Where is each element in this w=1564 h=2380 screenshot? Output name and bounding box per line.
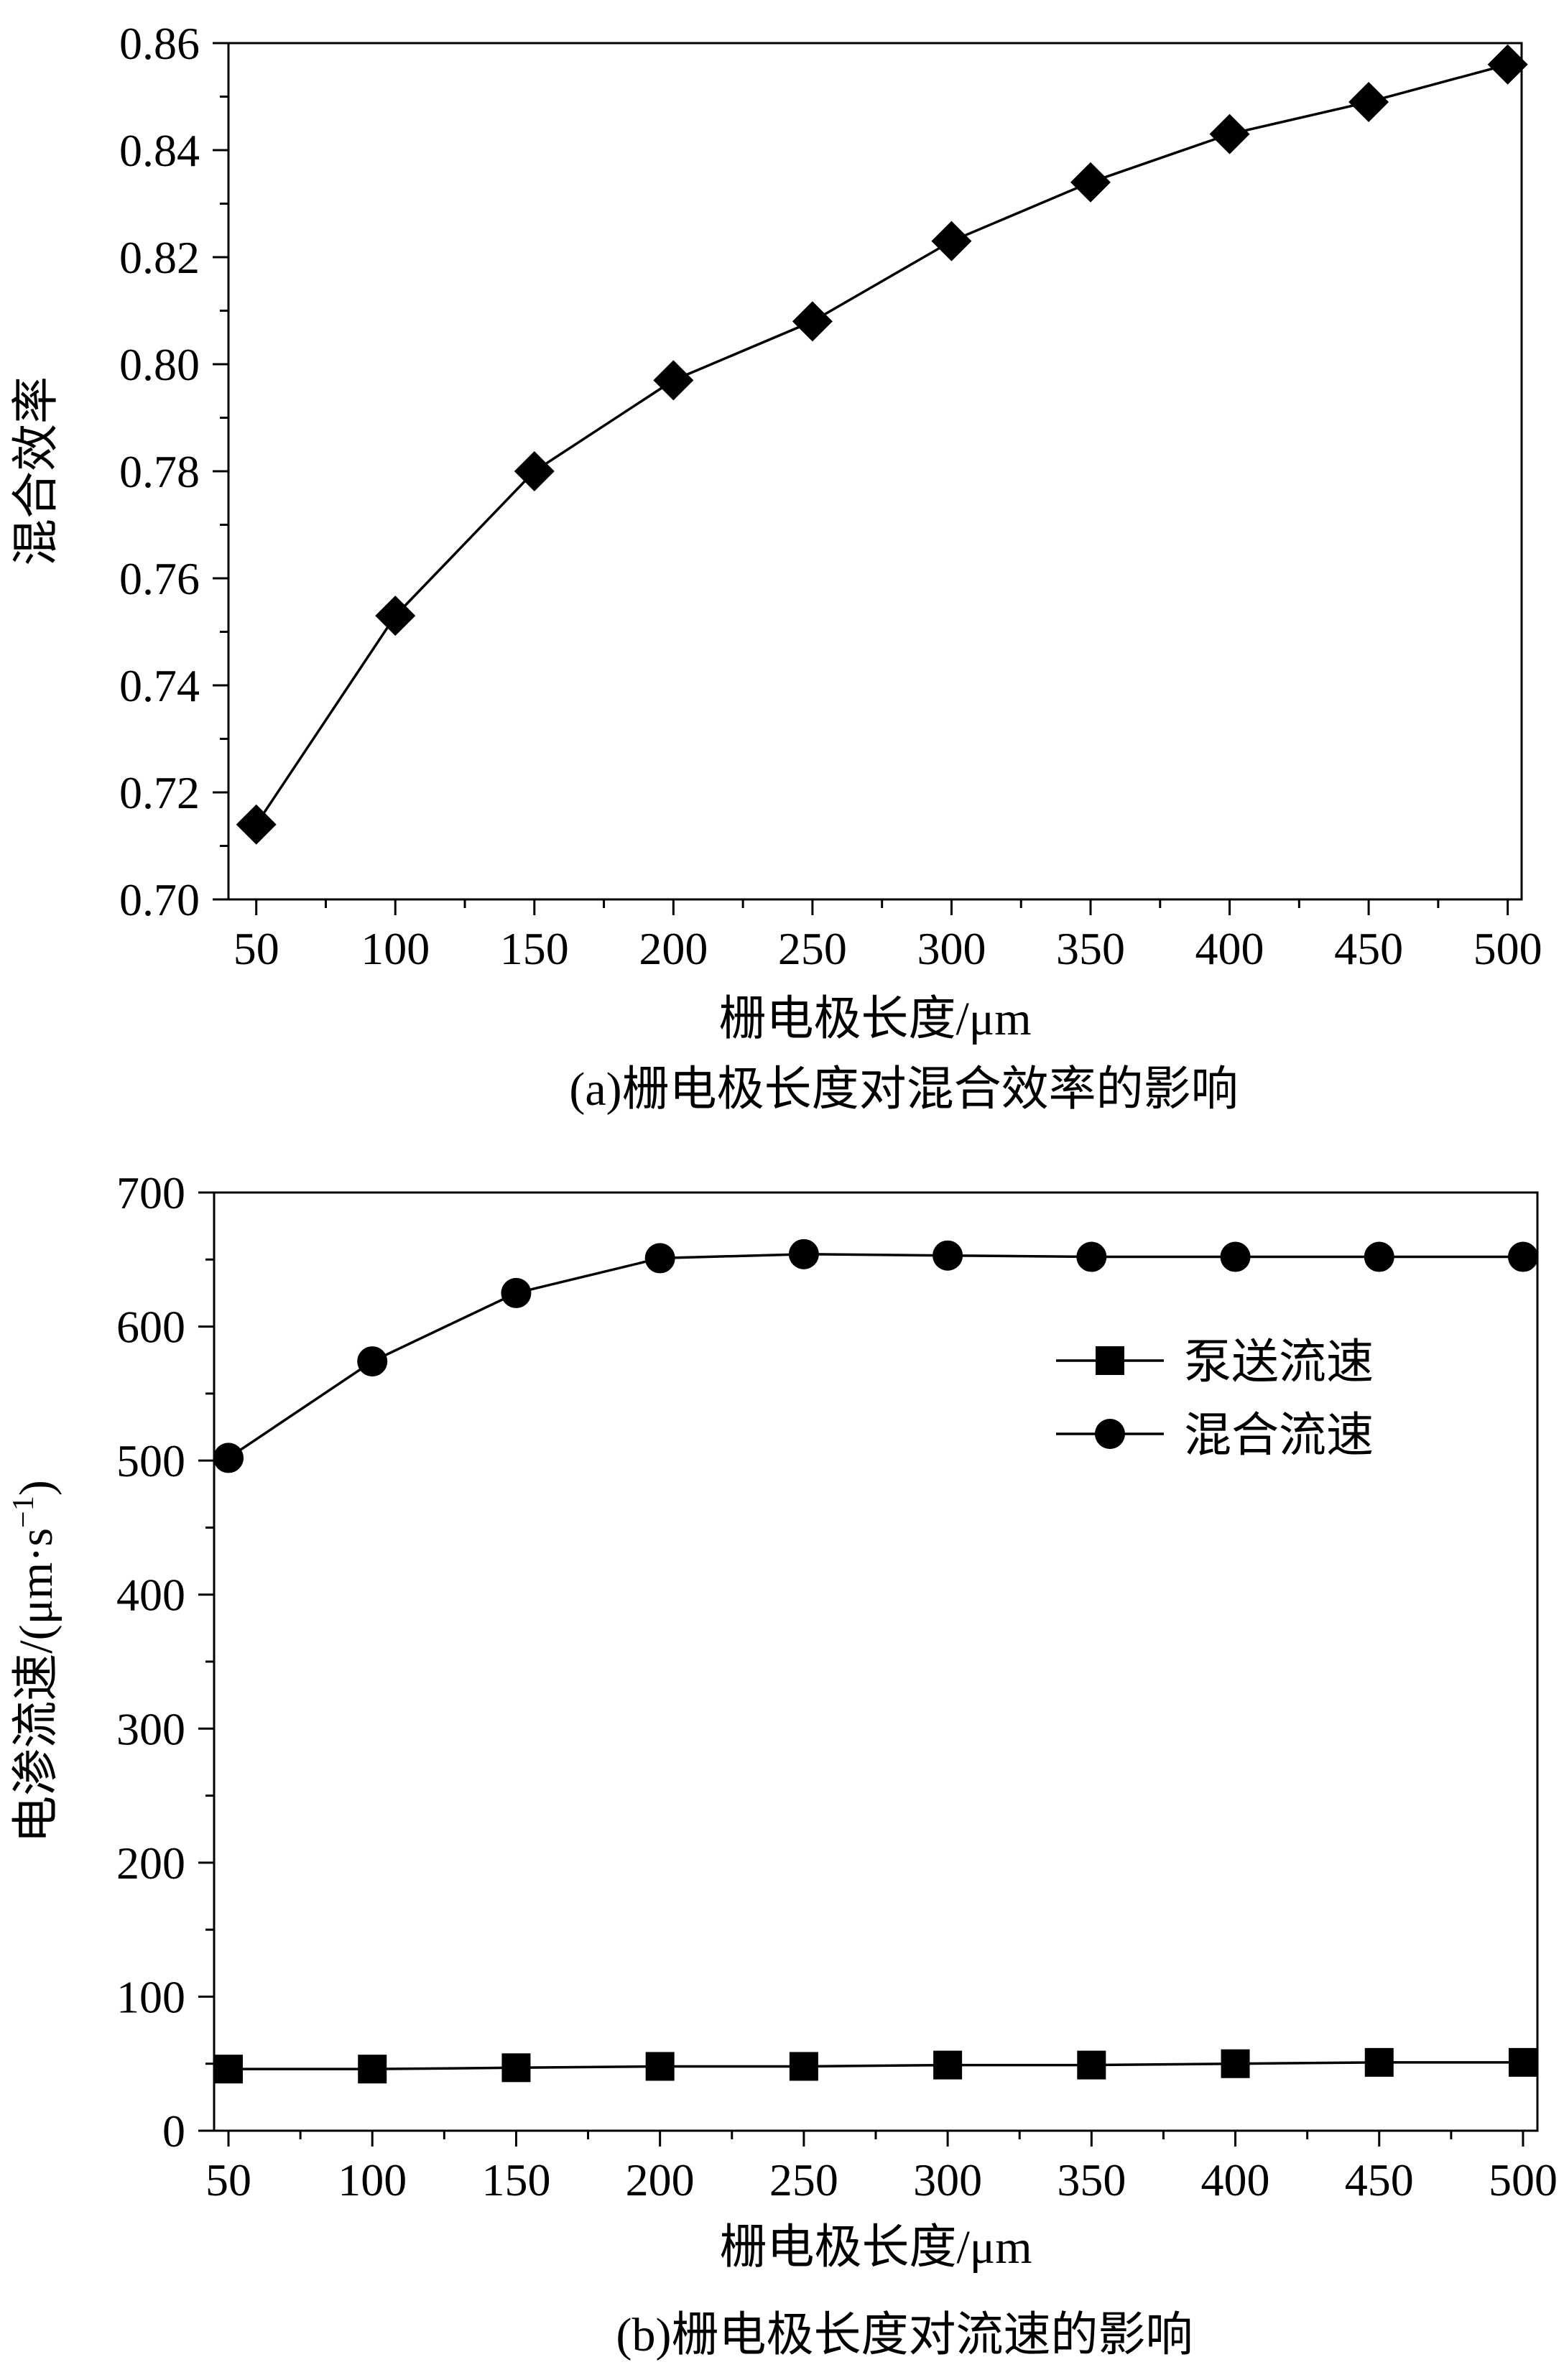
y-tick-label: 700	[116, 1167, 185, 1218]
data-point	[1076, 1241, 1107, 1272]
figure-caption: (a)栅电极长度对混合效率的影响	[569, 1063, 1238, 1116]
x-tick-label: 50	[205, 2154, 251, 2205]
legend-label: 混合流速	[1184, 1409, 1374, 1462]
figure-caption: (b)栅电极长度对流速的影响	[616, 2309, 1193, 2361]
data-point	[501, 1277, 532, 1308]
y-axis-title-sup: −1	[7, 1496, 40, 1528]
data-point	[501, 2053, 531, 2083]
y-tick-label: 100	[116, 1971, 185, 2022]
plot-frame	[213, 1191, 1539, 2132]
data-point	[788, 1238, 819, 1269]
series-0	[236, 44, 1528, 845]
x-tick-label: 150	[481, 2154, 550, 2205]
series-line	[228, 2061, 1523, 2070]
data-point	[358, 2055, 387, 2084]
data-point	[1364, 1241, 1394, 1272]
data-point	[1364, 2047, 1394, 2077]
data-point	[933, 2050, 963, 2080]
y-axis-title: 混合效率	[10, 376, 63, 566]
y-axis-title-tail: )	[10, 1480, 63, 1496]
y-tick-label: 0.76	[119, 553, 200, 604]
y-tick-label: 500	[116, 1435, 185, 1486]
y-tick-label: 200	[116, 1838, 185, 1889]
x-tick-label: 450	[1334, 923, 1403, 974]
chart-b: 50 100 150 200 250 300 350 400 450 500 0 100 200 300 4…	[7, 1167, 1558, 2361]
data-point	[375, 596, 416, 636]
x-tick-label: 400	[1201, 2154, 1270, 2205]
x-tick-label: 100	[338, 2154, 407, 2205]
y-axis-title-main: 混合效率	[10, 376, 63, 566]
data-point	[1220, 1241, 1251, 1272]
data-point	[214, 2055, 244, 2084]
y-tick-label: 0.72	[119, 767, 200, 818]
data-point	[1209, 114, 1250, 154]
data-point	[1221, 2049, 1250, 2078]
x-tick-label: 200	[626, 2154, 695, 2205]
data-point	[653, 360, 694, 401]
data-point	[933, 1240, 963, 1271]
y-tick-label: 0.82	[119, 232, 200, 283]
data-point	[645, 2052, 675, 2081]
y-tick-label: 0.74	[119, 660, 200, 711]
series-line	[255, 63, 1509, 825]
x-tick-label: 50	[233, 923, 279, 974]
data-point	[236, 804, 277, 845]
legend-marker	[1095, 1419, 1125, 1449]
data-point	[1507, 1241, 1538, 1272]
y-tick-label: 0.78	[119, 446, 200, 497]
data-point	[644, 1243, 675, 1274]
y-tick-label: 0.86	[119, 18, 200, 69]
y-tick-label: 600	[116, 1302, 185, 1353]
data-point	[1508, 2047, 1537, 2077]
y-tick-label: 0.70	[119, 874, 200, 925]
series-泵送流速	[214, 2047, 1537, 2084]
x-tick-label: 400	[1195, 923, 1264, 974]
x-tick-label: 100	[361, 923, 430, 974]
data-point	[1348, 81, 1389, 122]
x-axis-title: 栅电极长度/μm	[719, 2221, 1032, 2274]
data-point	[931, 221, 972, 261]
series-混合流速	[213, 1238, 1538, 1473]
x-tick-label: 450	[1345, 2154, 1414, 2205]
x-tick-label: 250	[778, 923, 847, 974]
y-tick-label: 0	[162, 2106, 185, 2157]
data-point	[1487, 44, 1528, 85]
plot-frame	[227, 42, 1523, 901]
x-tick-label: 350	[1057, 2154, 1126, 2205]
y-axis-title: 电渗流速/(μm·s−1)	[7, 1480, 63, 1843]
data-point	[514, 451, 555, 491]
x-tick-label: 300	[913, 2154, 982, 2205]
legend-label: 泵送流速	[1184, 1336, 1374, 1389]
x-tick-label: 500	[1489, 2154, 1558, 2205]
series-line	[228, 1253, 1523, 1459]
x-tick-label: 350	[1056, 923, 1125, 974]
data-point	[789, 2052, 818, 2081]
y-tick-label: 400	[116, 1570, 185, 1621]
x-tick-label: 500	[1473, 923, 1542, 974]
x-tick-label: 250	[769, 2154, 838, 2205]
data-point	[357, 1346, 388, 1377]
y-tick-label: 300	[116, 1703, 185, 1754]
x-tick-label: 150	[500, 923, 569, 974]
data-point	[1077, 2050, 1106, 2080]
chart-a: 50 100 150 200 250 300 350 400 450 500 0.70 0.72 0.7…	[10, 18, 1542, 1116]
x-axis-title: 栅电极长度/μm	[718, 993, 1031, 1045]
y-tick-label: 0.84	[119, 125, 200, 176]
y-axis-title-main: 电渗流速/(μm·s	[10, 1528, 63, 1843]
data-point	[792, 301, 833, 342]
data-point	[1070, 162, 1111, 203]
data-point	[213, 1443, 244, 1473]
y-tick-label: 0.80	[119, 339, 200, 390]
legend-marker	[1096, 1346, 1124, 1375]
x-tick-label: 300	[917, 923, 986, 974]
x-tick-label: 200	[639, 923, 708, 974]
